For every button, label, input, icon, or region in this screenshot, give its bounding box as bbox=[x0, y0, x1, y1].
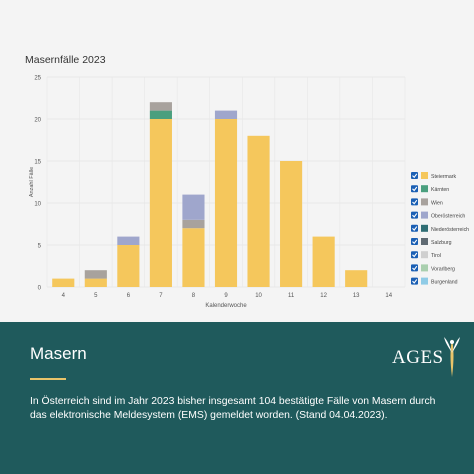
x-tick-label: 8 bbox=[192, 293, 196, 299]
legend-label: Vorarlberg bbox=[431, 266, 455, 272]
info-title: Masern bbox=[30, 344, 87, 363]
legend-swatch bbox=[421, 264, 428, 272]
logo-figure-icon bbox=[444, 337, 460, 377]
legend-swatch bbox=[421, 238, 428, 245]
bar-segment bbox=[149, 119, 172, 287]
legend-checkbox bbox=[411, 238, 418, 245]
y-tick-label: 10 bbox=[34, 202, 41, 208]
x-axis-label: Kalenderwoche bbox=[205, 303, 247, 309]
y-axis-label: Anzahl Fälle bbox=[29, 167, 35, 197]
legend-checkbox bbox=[411, 172, 418, 179]
legend-label: Oberösterreich bbox=[431, 214, 465, 220]
stacked-bar-chart: Masernfälle 2023 0 5 10 15 20 25 4 5 6 7 8 9 10 11 12 13… bbox=[25, 54, 469, 309]
checkmark-icon bbox=[412, 199, 418, 205]
checkmark-icon bbox=[412, 226, 418, 231]
legend-label: Niederösterreich bbox=[431, 227, 469, 233]
y-tick-label: 20 bbox=[34, 118, 41, 124]
legend-checkbox bbox=[411, 198, 418, 206]
x-tick-label: 5 bbox=[94, 293, 98, 299]
x-tick-label: 11 bbox=[288, 293, 295, 299]
bar-segment bbox=[247, 135, 270, 287]
checkmark-icon bbox=[412, 173, 418, 179]
y-tick-label: 0 bbox=[38, 286, 42, 292]
bar-segment bbox=[182, 194, 205, 220]
legend-label: Tirol bbox=[431, 253, 441, 259]
legend-swatch bbox=[421, 211, 428, 219]
y-tick-label: 5 bbox=[38, 244, 42, 250]
x-tick-label: 12 bbox=[320, 293, 327, 299]
legend-checkbox bbox=[411, 251, 418, 259]
x-tick-label: 13 bbox=[353, 293, 360, 299]
info-text: In Österreich sind im Jahr 2023 bisher i… bbox=[30, 396, 436, 421]
y-tick-label: 25 bbox=[34, 76, 41, 82]
legend-checkbox bbox=[411, 211, 418, 219]
bar-segment bbox=[345, 270, 368, 287]
legend-label: Wien bbox=[431, 200, 443, 206]
bar-segment bbox=[182, 219, 205, 229]
chart-title: Masernfälle 2023 bbox=[25, 54, 106, 66]
legend-label: Burgenland bbox=[431, 280, 458, 286]
legend-swatch bbox=[421, 277, 428, 285]
bar-segment bbox=[149, 110, 172, 119]
bar-segment bbox=[312, 236, 335, 287]
checkmark-icon bbox=[412, 252, 418, 258]
logo-wordmark: AGES bbox=[392, 347, 444, 368]
legend-checkbox bbox=[411, 264, 418, 272]
bar-segment bbox=[214, 110, 238, 119]
y-tick-label: 15 bbox=[34, 160, 41, 166]
legend-checkbox bbox=[411, 224, 418, 232]
checkmark-icon bbox=[412, 186, 418, 192]
legend-swatch bbox=[421, 224, 428, 232]
bar-segment bbox=[182, 228, 205, 287]
legend-label: Salzburg bbox=[431, 240, 452, 246]
bar-segment bbox=[84, 270, 107, 279]
legend-label: Steiermark bbox=[431, 174, 456, 180]
title-underline bbox=[30, 378, 66, 380]
x-tick-label: 14 bbox=[385, 293, 392, 299]
info-panel bbox=[0, 322, 474, 474]
x-tick-label: 7 bbox=[159, 293, 163, 299]
legend-label: Kärnten bbox=[431, 187, 449, 193]
checkmark-icon bbox=[412, 265, 418, 271]
bar-segment bbox=[149, 102, 172, 111]
x-tick-label: 6 bbox=[127, 293, 131, 299]
legend-swatch bbox=[421, 198, 428, 206]
bar-segment bbox=[214, 119, 238, 287]
checkmark-icon bbox=[412, 279, 418, 284]
checkmark-icon bbox=[412, 213, 418, 218]
x-tick-label: 9 bbox=[224, 293, 228, 299]
bar-segment bbox=[117, 245, 140, 287]
legend-swatch bbox=[421, 185, 428, 193]
ages-logo: AGES bbox=[392, 335, 464, 383]
legend-swatch bbox=[421, 251, 428, 259]
legend-checkbox bbox=[411, 185, 418, 193]
legend-checkbox bbox=[411, 277, 418, 285]
bar-segment bbox=[52, 278, 75, 287]
legend-swatch bbox=[421, 172, 428, 179]
bar-segment bbox=[280, 161, 303, 287]
chart-panel: Masernfälle 2023 0 5 10 15 20 25 4 5 6 7 8 9 10 11 12 13… bbox=[0, 0, 474, 322]
bar-segment bbox=[84, 278, 107, 287]
x-tick-label: 4 bbox=[62, 293, 66, 299]
x-tick-label: 10 bbox=[255, 293, 262, 299]
checkmark-icon bbox=[412, 239, 418, 245]
bar-segment bbox=[117, 236, 140, 245]
